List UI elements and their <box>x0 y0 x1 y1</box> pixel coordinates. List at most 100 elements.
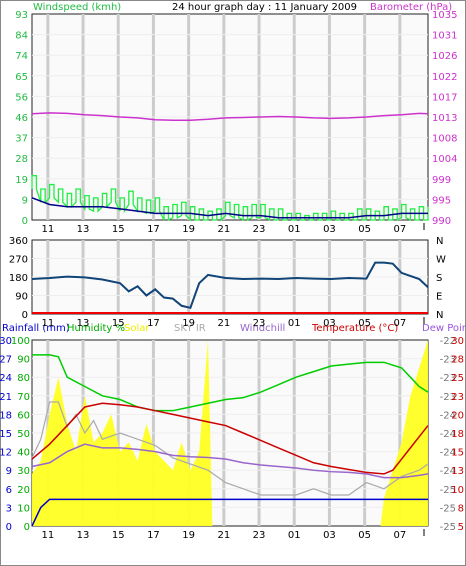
temperature-axis-tick-label: 10 <box>451 485 464 496</box>
windchill-line <box>31 443 429 479</box>
baro-axis-tick-label: 1035 <box>432 10 457 21</box>
temperature-axis-tick-label: 30 <box>451 336 464 347</box>
skyir-axis-tick-label: -23 <box>440 373 456 384</box>
rainfall-axis-tick-label: 3 <box>6 503 12 514</box>
humidity-axis-tick-label: 50 <box>17 429 30 440</box>
solar-label: Solar <box>124 323 150 334</box>
wind-axis-tick-label: 74 <box>15 51 28 62</box>
wind-direction-line <box>31 261 429 310</box>
mid-x-tick-label: 23 <box>253 318 266 329</box>
temperature-axis-tick-label: 20 <box>451 410 464 421</box>
humidity-axis-tick-label: 100 <box>11 336 30 347</box>
bot-x-tick-label: 07 <box>393 530 406 541</box>
humidity-axis-tick-label: 10 <box>17 503 30 514</box>
top-x-tick-label: 01 <box>288 224 301 235</box>
temperature-axis-tick-label: 28 <box>451 355 464 366</box>
baro-axis-tick-label: 1026 <box>432 51 457 62</box>
rainfall-axis-tick-label: 0 <box>6 522 12 533</box>
graph-title: 24 hour graph day : 11 January 2009 <box>172 2 357 13</box>
compass-axis-tick-label: W <box>436 255 446 266</box>
temperature-label: Temperature (°C) <box>311 323 398 334</box>
bot-x-tick-label: 01 <box>288 530 301 541</box>
compass-axis-tick-label: N <box>436 310 443 321</box>
bot-x-tick-label: 19 <box>182 530 195 541</box>
skyir-axis-tick-label: -23 <box>440 355 456 366</box>
rainfall-axis-tick-label: 12 <box>0 448 12 459</box>
wind-axis-tick-label: 65 <box>15 72 28 83</box>
solar-area <box>32 340 428 526</box>
humidity-axis-tick-label: 30 <box>17 466 30 477</box>
temperature-axis-tick-label: 25 <box>451 373 464 384</box>
skyir-axis-tick-label: -24 <box>440 429 456 440</box>
mid-x-tick-label: 17 <box>147 318 160 329</box>
skyir-axis-tick-label: -24 <box>440 466 456 477</box>
bot-x-tick-label: 21 <box>217 530 230 541</box>
wind-axis-tick-label: 19 <box>15 175 28 186</box>
humidity-axis-tick-label: 20 <box>17 485 30 496</box>
temperature-line <box>31 402 429 475</box>
baro-axis-tick-label: 990 <box>432 216 451 227</box>
bot-x-tick-label: 13 <box>77 530 90 541</box>
temp-humidity-panel: 3027242118151296301009080706050403020100… <box>0 323 466 533</box>
mid-x-tick-label: 21 <box>217 318 230 329</box>
rainfall-axis-tick-label: 30 <box>0 336 12 347</box>
bot-x-tick-label: 11 <box>41 530 54 541</box>
rainfall-axis-tick-label: 18 <box>0 410 12 421</box>
skyir-axis-tick-label: -23 <box>440 392 456 403</box>
baro-axis-tick-label: 1031 <box>432 31 457 42</box>
direction-axis-tick-label: 180 <box>9 273 28 284</box>
rainfall-axis-tick-label: 15 <box>0 429 12 440</box>
wind-axis-tick-label: 9 <box>22 195 28 206</box>
humidity-axis-tick-label: 60 <box>17 410 30 421</box>
bot-x-tick-label: 03 <box>323 530 336 541</box>
skyir-axis-tick-label: -25 <box>440 503 456 514</box>
compass-axis-tick-label: E <box>436 292 442 303</box>
mid-x-tick-label: 13 <box>77 318 90 329</box>
bot-x-tick-label: 23 <box>253 530 266 541</box>
rainfall-axis-tick-label: 21 <box>0 392 12 403</box>
mid-x-tick-label: 11 <box>41 318 54 329</box>
wind-axis-tick-label: 0 <box>22 216 28 227</box>
wind-axis-tick-label: 37 <box>15 134 28 145</box>
rainfall-axis-tick-label: 24 <box>0 373 12 384</box>
wind-baro-panel: 93 84 74 65 56 46 37 28 19 9 0 1035 1031 1026 1022 101… <box>15 2 457 227</box>
rainfall-label: Rainfall (mm) <box>2 323 70 334</box>
humidity-label: Humidity % <box>67 323 125 334</box>
top-x-tick-label: 17 <box>147 224 160 235</box>
baro-axis-tick-label: 1022 <box>432 72 457 83</box>
temperature-axis-tick-label: 18 <box>451 429 464 440</box>
mid-x-tick-label: 05 <box>358 318 371 329</box>
mid-x-tick-label: 15 <box>112 318 125 329</box>
barometer-line <box>31 112 429 121</box>
top-x-tick-label: 11 <box>41 224 54 235</box>
humidity-axis-tick-label: 70 <box>17 392 30 403</box>
top-x-tick-label: 15 <box>112 224 125 235</box>
mid-x-tick-label: 01 <box>288 318 301 329</box>
baro-axis-tick-label: 1017 <box>432 92 457 103</box>
compass-axis-tick-label: N <box>436 236 443 247</box>
bot-x-tick-label: 05 <box>358 530 371 541</box>
top-x-tick-label: 19 <box>182 224 195 235</box>
compass-axis-tick-label: S <box>436 273 442 284</box>
dewpoint-label: Dew Point <box>422 323 466 334</box>
rainfall-axis-tick-label: 27 <box>0 355 12 366</box>
top-x-tick-label: 07 <box>393 224 406 235</box>
windchill-label: Windchill <box>240 323 285 334</box>
skyir-axis-tick-label: -25 <box>440 485 456 496</box>
bot-x-tick-label: 15 <box>112 530 125 541</box>
temperature-axis-tick-label: 15 <box>451 448 464 459</box>
temperature-axis-tick-label: 8 <box>458 503 464 514</box>
humidity-axis-tick-label: 90 <box>17 355 30 366</box>
humidity-axis-tick-label: 0 <box>24 522 30 533</box>
humidity-line <box>32 354 429 412</box>
top-x-tick-label: 21 <box>217 224 230 235</box>
humidity-axis-tick-label: 80 <box>17 373 30 384</box>
windspeed-label: Windspeed (kmh) <box>33 2 121 13</box>
direction-axis-tick-label: 270 <box>9 255 28 266</box>
wind-axis-tick-label: 46 <box>15 113 28 124</box>
skyir-axis-tick-label: -24 <box>440 410 456 421</box>
direction-axis-tick-label: 90 <box>15 292 28 303</box>
baro-axis-tick-label: 999 <box>432 175 451 186</box>
wind-axis-tick-label: 28 <box>15 154 28 165</box>
